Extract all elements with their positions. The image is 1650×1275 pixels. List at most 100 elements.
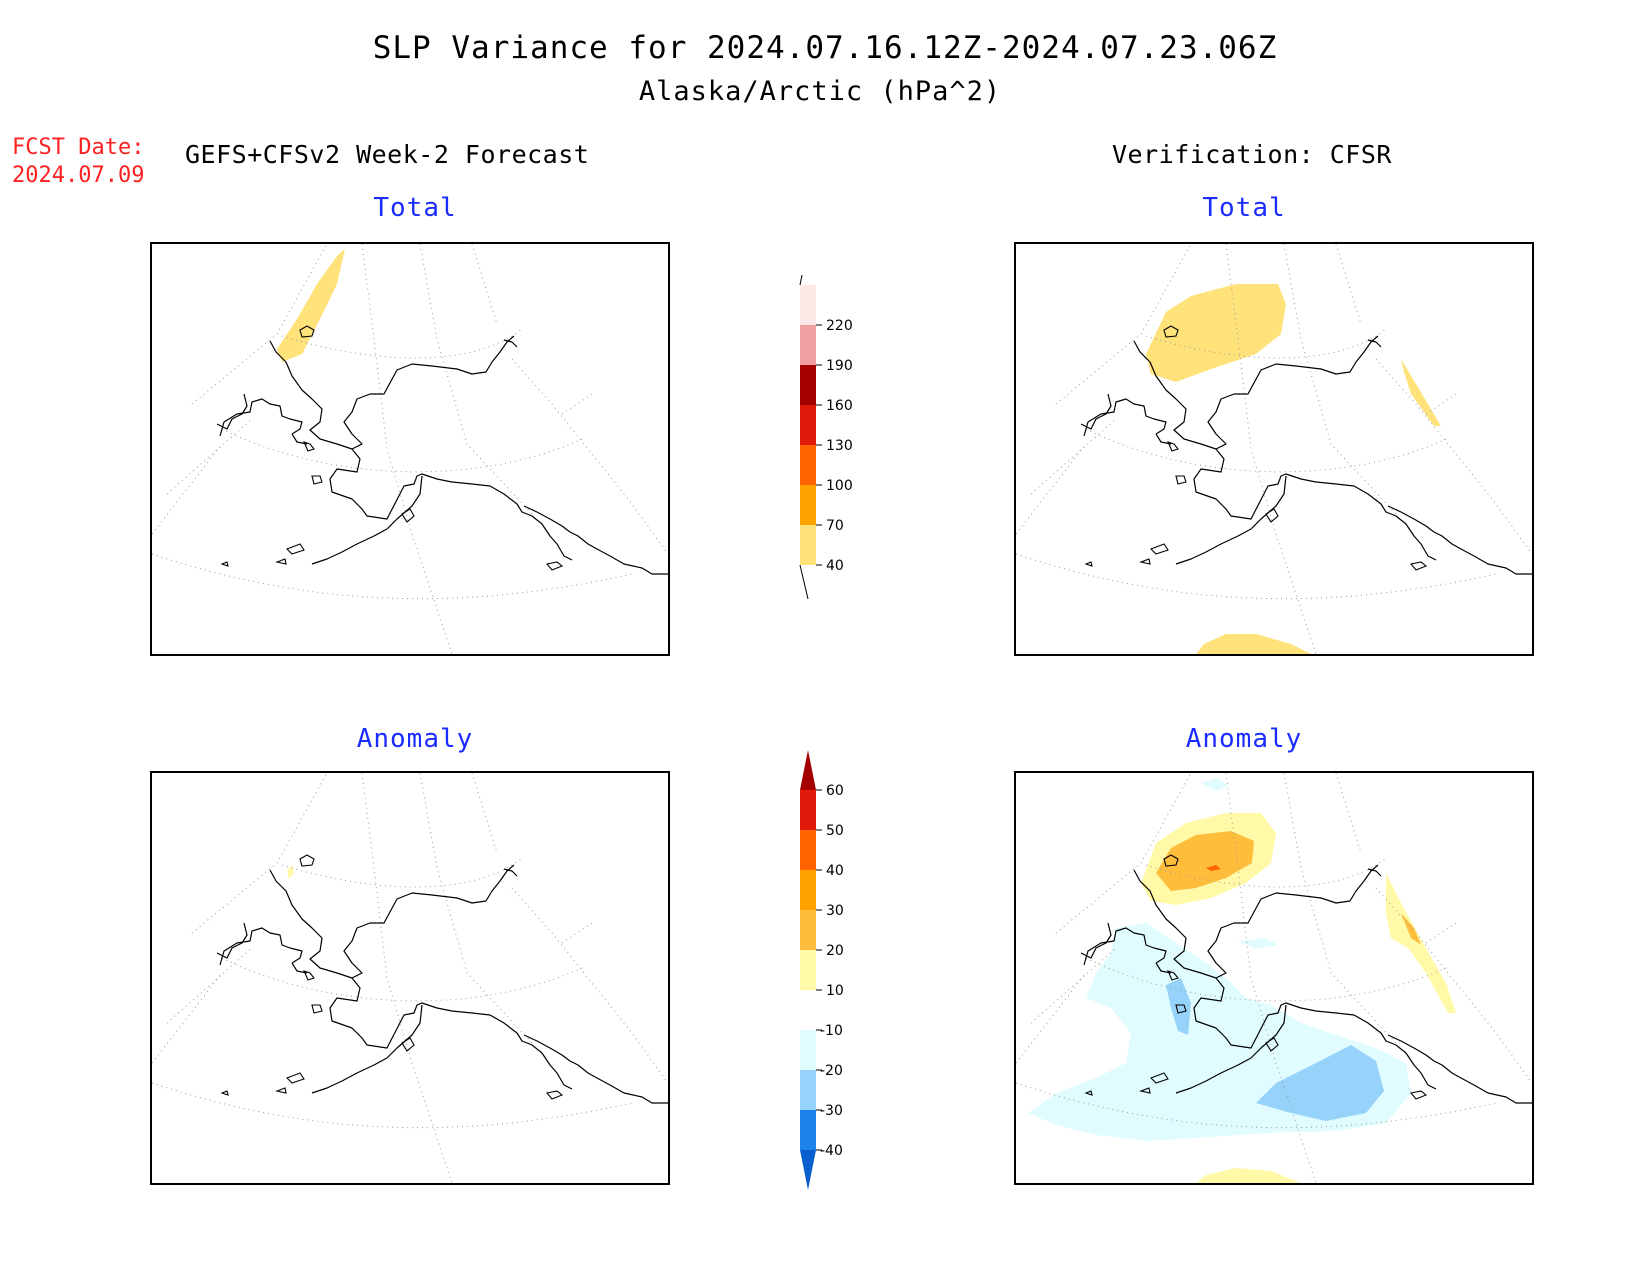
colorbar-swatch xyxy=(800,285,816,325)
graticule-line xyxy=(1030,418,1117,495)
island-outline xyxy=(286,1072,305,1084)
colorbar-swatch xyxy=(800,910,816,950)
graticule-line xyxy=(152,1082,633,1129)
colorbar-tick-label: 70 xyxy=(826,518,844,534)
colorbar-tick-label: -20 xyxy=(820,1063,843,1079)
main-subtitle: Alaska/Arctic (hPa^2) xyxy=(638,76,1002,107)
anomaly-contour xyxy=(1196,1168,1301,1183)
anomaly-contour xyxy=(1238,938,1278,949)
island-outline xyxy=(1139,1087,1151,1094)
graticule-line xyxy=(152,443,223,535)
island-outline xyxy=(1150,543,1169,555)
island-outline xyxy=(1084,561,1093,567)
graticule-line xyxy=(1283,773,1397,1044)
graticule-line xyxy=(1335,773,1362,854)
colorbar-end xyxy=(799,564,809,600)
coastline xyxy=(216,922,248,959)
colorbar-swatch xyxy=(800,1150,816,1190)
colorbar-swatch xyxy=(800,950,816,990)
colorbar-swatch xyxy=(800,485,816,525)
colorbar-tick-label: -40 xyxy=(820,1143,843,1159)
anomaly-contour xyxy=(1206,865,1221,871)
coastline xyxy=(291,962,308,974)
colorbar-swatch xyxy=(800,1030,816,1070)
coastline xyxy=(1193,977,1437,1090)
anomaly-contour xyxy=(287,865,294,879)
coastline xyxy=(1387,505,1532,575)
graticule-line xyxy=(221,957,583,1002)
graticule-line xyxy=(511,887,668,1084)
variance-contour xyxy=(1196,634,1311,654)
colorbar-swatch xyxy=(800,750,816,790)
coastline xyxy=(523,505,668,575)
graticule-line xyxy=(152,553,633,600)
graticule-line xyxy=(419,773,533,1044)
coastline xyxy=(1387,1034,1532,1104)
graticule-line xyxy=(221,428,583,473)
colorbar-swatch xyxy=(800,1110,816,1150)
coastline xyxy=(1193,448,1437,561)
main-title: SLP Variance for 2024.07.16.12Z-2024.07.… xyxy=(372,30,1278,66)
graticule-line xyxy=(1375,887,1532,1084)
colorbar-tick-label: -30 xyxy=(820,1103,843,1119)
coastline xyxy=(1155,433,1172,445)
coastline xyxy=(503,868,518,877)
island-outline xyxy=(1265,508,1279,523)
graticule-line xyxy=(281,857,523,888)
coastline xyxy=(1175,1004,1287,1094)
graticule-line xyxy=(191,773,328,934)
anomaly-contour xyxy=(1386,873,1456,1013)
island-outline xyxy=(401,508,415,523)
island-outline xyxy=(1175,1004,1187,1014)
map-forecast-anomaly xyxy=(152,773,668,1183)
graticule-line xyxy=(1016,972,1087,1064)
anomaly-contour xyxy=(1401,913,1421,945)
coastline xyxy=(311,475,423,565)
coastline xyxy=(1367,868,1382,877)
graticule-line xyxy=(561,922,593,944)
graticule-line xyxy=(1055,773,1192,934)
island-outline xyxy=(1139,558,1151,565)
graticule-line xyxy=(1016,553,1497,600)
island-outline xyxy=(220,1090,229,1096)
panel-title-verification-anomaly: Anomaly xyxy=(1185,724,1303,754)
graticule-line xyxy=(1375,358,1532,555)
island-outline xyxy=(1163,325,1179,338)
coastline xyxy=(291,433,308,445)
colorbar-tick-label: 40 xyxy=(826,863,844,879)
island-outline xyxy=(299,325,315,338)
map-verification-total xyxy=(1016,244,1532,654)
graticule-line xyxy=(1055,244,1192,405)
island-outline xyxy=(1166,970,1179,981)
anomaly-contour xyxy=(1166,978,1191,1035)
colorbar-swatch xyxy=(800,790,816,830)
fcst-date-label: FCST Date: xyxy=(12,135,145,160)
graticule-line xyxy=(471,244,498,325)
island-outline xyxy=(401,1037,415,1052)
anomaly-contour xyxy=(1156,831,1254,891)
colorbar-tick-label: 50 xyxy=(826,823,844,839)
panel-title-forecast-total: Total xyxy=(373,193,457,223)
island-outline xyxy=(220,561,229,567)
colorbar-tick-label: -10 xyxy=(820,1023,843,1039)
colorbar-tick-label: 10 xyxy=(826,983,844,999)
graticule-line xyxy=(1016,443,1087,535)
island-outline xyxy=(1409,1090,1428,1100)
coastline xyxy=(1367,339,1382,348)
colorbar-tick-label: 190 xyxy=(826,358,853,374)
colorbar-swatch xyxy=(800,990,816,1030)
colorbar-tick-label: 40 xyxy=(826,558,844,574)
coastline xyxy=(269,335,515,450)
coastline xyxy=(503,339,518,348)
graticule-line xyxy=(471,773,498,854)
fcst-date-value: 2024.07.09 xyxy=(12,163,145,188)
island-outline xyxy=(299,854,315,867)
forecast-heading: GEFS+CFSv2 Week-2 Forecast xyxy=(185,140,590,169)
colorbar-tick-label: 30 xyxy=(826,903,844,919)
colorbar-tick-label: 220 xyxy=(826,318,853,334)
coastline xyxy=(1133,864,1379,979)
island-outline xyxy=(302,970,315,981)
island-outline xyxy=(1163,854,1179,867)
map-panel-verification-total xyxy=(1014,242,1534,656)
panel-title-verification-total: Total xyxy=(1202,193,1286,223)
